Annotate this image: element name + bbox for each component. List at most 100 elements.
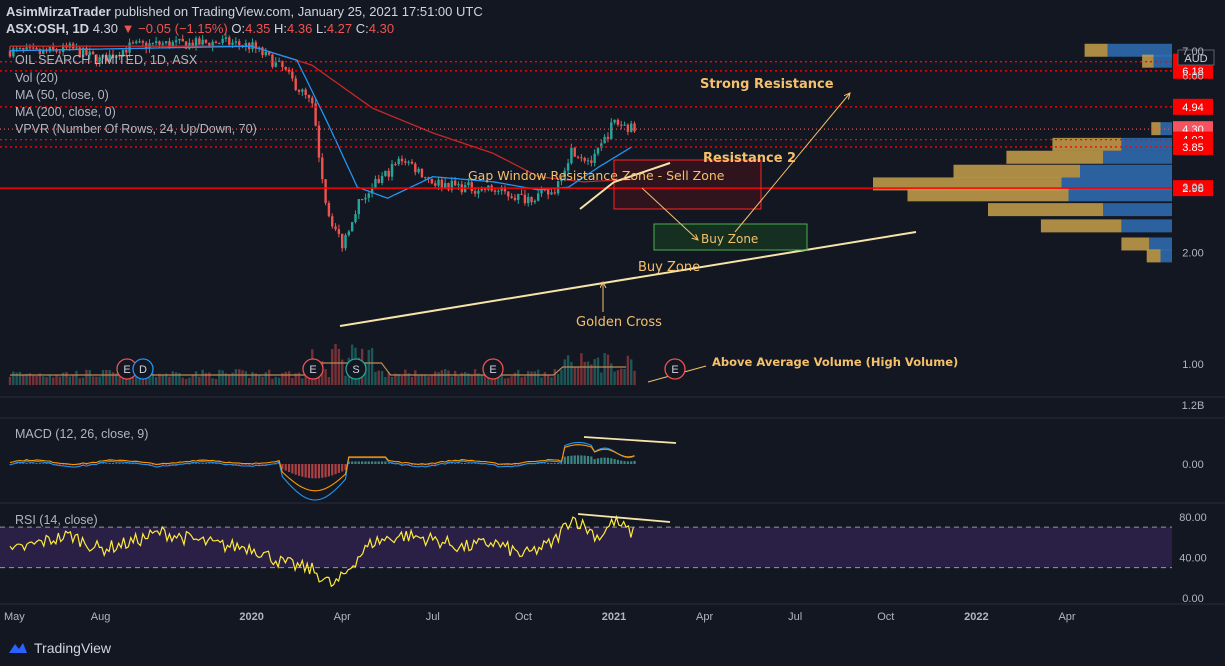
candle-body (32, 47, 35, 49)
open-value: 4.35 (245, 21, 271, 36)
price-candles (8, 33, 636, 252)
legend-vol[interactable]: Vol (20) (15, 71, 59, 85)
macd-histogram-bar (576, 455, 580, 464)
macd-histogram-bar (307, 464, 311, 479)
candle-body (158, 41, 161, 45)
candle-body (98, 57, 101, 64)
macd-histogram-bar (507, 464, 510, 465)
macd-histogram-bar (208, 463, 211, 464)
macd-histogram-bar (563, 456, 566, 464)
y-axis-tick-label: 1.00 (1182, 359, 1203, 371)
macd-histogram-bar (204, 463, 208, 464)
volume-bar (341, 359, 344, 385)
event-marker[interactable] (132, 358, 154, 380)
macd-histogram-bar (85, 464, 88, 465)
candle-body (553, 192, 557, 194)
event-marker[interactable] (482, 358, 504, 380)
candle-body (606, 136, 610, 139)
vpvr-down-bar (1160, 122, 1172, 136)
candle-body (473, 191, 477, 194)
macd-histogram-bar (42, 463, 45, 464)
candle-body (380, 175, 384, 183)
volume-bar (301, 378, 304, 385)
symbol-label[interactable]: ASX:OSH, 1D (6, 21, 90, 36)
volume-bar (583, 361, 586, 385)
candle-body (297, 90, 301, 92)
event-marker[interactable] (345, 358, 367, 380)
volume-bar (171, 371, 174, 385)
volume-bar (507, 377, 510, 385)
legend-title[interactable]: OIL SEARCH LIMITED, 1D, ASX (15, 53, 198, 67)
macd-line (9, 441, 635, 501)
rsi-line (9, 514, 634, 588)
candle-body (61, 45, 65, 52)
candle-body (613, 119, 616, 123)
macd-histogram-bar (387, 463, 390, 464)
legend-rsi[interactable]: RSI (14, close) (15, 513, 98, 527)
volume-bar (546, 374, 550, 385)
macd-histogram-bar (493, 464, 497, 465)
volume-bar (91, 376, 95, 385)
legend-vpvr[interactable]: VPVR (Number Of Rows, 24, Up/Down, 70) (15, 122, 257, 136)
candle-body (78, 47, 81, 57)
macd-histogram-bar (566, 456, 570, 464)
label-buy-zone-box: Buy Zone (701, 232, 758, 246)
candle-body (517, 193, 520, 200)
label-resistance-2: Resistance 2 (703, 151, 796, 166)
volume-bar (374, 371, 377, 385)
candle-body (108, 54, 111, 62)
tradingview-logo[interactable]: TradingView (8, 638, 111, 658)
macd-histogram-bar (467, 463, 470, 464)
candle-body (354, 214, 357, 223)
vpvr-up-bar (1006, 150, 1103, 164)
event-marker[interactable] (302, 358, 324, 380)
volume-bar (158, 373, 161, 385)
macd-histogram-bar (304, 464, 307, 478)
candle-body (274, 61, 277, 67)
candle-body (12, 48, 15, 57)
macd-histogram-bar (590, 456, 593, 464)
volume-bar (570, 361, 573, 385)
candle-body (523, 194, 527, 204)
close-value: 4.30 (368, 21, 395, 36)
rsi-axis-tick-label: 80.00 (1179, 512, 1207, 524)
candle-body (570, 147, 573, 164)
macd-histogram-bar (32, 463, 35, 464)
candle-body (360, 199, 364, 201)
volume-bar (85, 369, 88, 385)
candle-body (434, 183, 437, 186)
macd-histogram-bar (314, 464, 317, 479)
volume-bar (553, 369, 557, 385)
candle-body (447, 183, 450, 190)
volume-bar (81, 377, 85, 385)
macd-histogram-bar (434, 464, 437, 465)
publisher-name[interactable]: AsimMirzaTrader (6, 4, 111, 19)
vpvr-up-bar (988, 203, 1103, 217)
legend-ma50[interactable]: MA (50, close, 0) (15, 88, 109, 102)
volume-bar (8, 376, 12, 385)
volume-bar (447, 370, 450, 385)
candle-body (115, 55, 118, 59)
vpvr-up-bar (953, 164, 1080, 178)
event-marker[interactable] (664, 358, 686, 380)
volume-bar (324, 369, 327, 385)
candle-body (291, 71, 294, 79)
candle-body (500, 187, 503, 191)
macd-histogram-bar (377, 461, 380, 464)
volume-bar (560, 370, 563, 385)
volume-bar (61, 372, 65, 385)
volume-bar (390, 376, 394, 385)
legend-macd[interactable]: MACD (12, 26, close, 9) (15, 427, 149, 441)
legend-ma200[interactable]: MA (200, close, 0) (15, 105, 116, 119)
macd-histogram-bar (78, 464, 81, 465)
price-level-label: 6.18 (1182, 66, 1203, 78)
event-marker-label: E (489, 364, 496, 376)
volume-bar (613, 371, 616, 385)
volume-bar (75, 370, 78, 385)
volume-bar (590, 364, 593, 385)
volume-bar (596, 357, 600, 385)
candle-body (214, 41, 218, 44)
candle-body (287, 69, 291, 72)
